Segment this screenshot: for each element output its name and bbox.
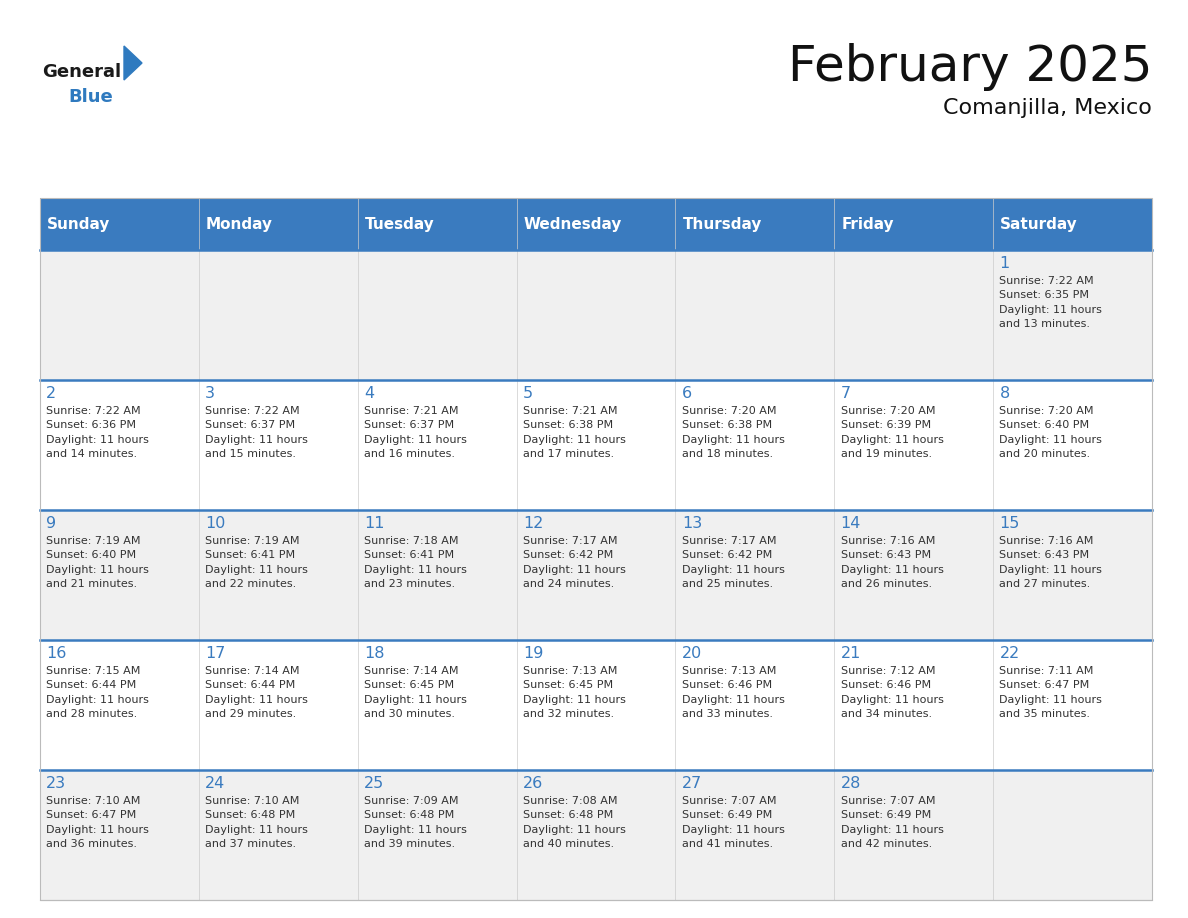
Text: Sunrise: 7:19 AM
Sunset: 6:40 PM
Daylight: 11 hours
and 21 minutes.: Sunrise: 7:19 AM Sunset: 6:40 PM Dayligh…	[46, 536, 150, 589]
Text: 5: 5	[523, 386, 533, 401]
Text: Sunrise: 7:16 AM
Sunset: 6:43 PM
Daylight: 11 hours
and 27 minutes.: Sunrise: 7:16 AM Sunset: 6:43 PM Dayligh…	[999, 536, 1102, 589]
Bar	[40, 198, 1152, 250]
Text: Sunrise: 7:14 AM
Sunset: 6:44 PM
Daylight: 11 hours
and 29 minutes.: Sunrise: 7:14 AM Sunset: 6:44 PM Dayligh…	[206, 666, 308, 719]
Text: Wednesday: Wednesday	[524, 217, 623, 231]
Text: 14: 14	[841, 516, 861, 531]
Text: 2: 2	[46, 386, 57, 401]
Text: Sunrise: 7:20 AM
Sunset: 6:39 PM
Daylight: 11 hours
and 19 minutes.: Sunrise: 7:20 AM Sunset: 6:39 PM Dayligh…	[841, 406, 943, 459]
Text: 17: 17	[206, 646, 226, 661]
Text: February 2025: February 2025	[788, 43, 1152, 91]
Text: 9: 9	[46, 516, 57, 531]
Text: 26: 26	[523, 776, 543, 791]
Text: 24: 24	[206, 776, 226, 791]
Text: Sunrise: 7:17 AM
Sunset: 6:42 PM
Daylight: 11 hours
and 24 minutes.: Sunrise: 7:17 AM Sunset: 6:42 PM Dayligh…	[523, 536, 626, 589]
Text: Sunrise: 7:19 AM
Sunset: 6:41 PM
Daylight: 11 hours
and 22 minutes.: Sunrise: 7:19 AM Sunset: 6:41 PM Dayligh…	[206, 536, 308, 589]
Text: 28: 28	[841, 776, 861, 791]
Text: 10: 10	[206, 516, 226, 531]
Text: 8: 8	[999, 386, 1010, 401]
Text: Sunrise: 7:22 AM
Sunset: 6:36 PM
Daylight: 11 hours
and 14 minutes.: Sunrise: 7:22 AM Sunset: 6:36 PM Dayligh…	[46, 406, 150, 459]
Bar	[40, 380, 1152, 510]
Text: Sunrise: 7:13 AM
Sunset: 6:45 PM
Daylight: 11 hours
and 32 minutes.: Sunrise: 7:13 AM Sunset: 6:45 PM Dayligh…	[523, 666, 626, 719]
Text: Comanjilla, Mexico: Comanjilla, Mexico	[943, 98, 1152, 118]
Polygon shape	[124, 46, 143, 80]
Text: Tuesday: Tuesday	[365, 217, 435, 231]
Text: 1: 1	[999, 256, 1010, 271]
Text: Sunrise: 7:07 AM
Sunset: 6:49 PM
Daylight: 11 hours
and 41 minutes.: Sunrise: 7:07 AM Sunset: 6:49 PM Dayligh…	[682, 796, 784, 849]
Text: 22: 22	[999, 646, 1019, 661]
Text: Sunrise: 7:21 AM
Sunset: 6:38 PM
Daylight: 11 hours
and 17 minutes.: Sunrise: 7:21 AM Sunset: 6:38 PM Dayligh…	[523, 406, 626, 459]
Text: Sunrise: 7:10 AM
Sunset: 6:47 PM
Daylight: 11 hours
and 36 minutes.: Sunrise: 7:10 AM Sunset: 6:47 PM Dayligh…	[46, 796, 150, 849]
Text: Sunday: Sunday	[48, 217, 110, 231]
Text: Friday: Friday	[841, 217, 895, 231]
Bar	[40, 250, 1152, 380]
Text: 25: 25	[364, 776, 385, 791]
Text: 12: 12	[523, 516, 543, 531]
Text: 16: 16	[46, 646, 67, 661]
Text: 27: 27	[682, 776, 702, 791]
Text: Sunrise: 7:14 AM
Sunset: 6:45 PM
Daylight: 11 hours
and 30 minutes.: Sunrise: 7:14 AM Sunset: 6:45 PM Dayligh…	[364, 666, 467, 719]
Text: Sunrise: 7:08 AM
Sunset: 6:48 PM
Daylight: 11 hours
and 40 minutes.: Sunrise: 7:08 AM Sunset: 6:48 PM Dayligh…	[523, 796, 626, 849]
Text: 6: 6	[682, 386, 691, 401]
Text: Sunrise: 7:20 AM
Sunset: 6:40 PM
Daylight: 11 hours
and 20 minutes.: Sunrise: 7:20 AM Sunset: 6:40 PM Dayligh…	[999, 406, 1102, 459]
Text: 3: 3	[206, 386, 215, 401]
Text: Blue: Blue	[68, 88, 113, 106]
Text: General: General	[42, 63, 121, 81]
Bar	[40, 640, 1152, 770]
Text: 7: 7	[841, 386, 851, 401]
Bar	[40, 770, 1152, 900]
Text: Saturday: Saturday	[1000, 217, 1078, 231]
Text: Sunrise: 7:09 AM
Sunset: 6:48 PM
Daylight: 11 hours
and 39 minutes.: Sunrise: 7:09 AM Sunset: 6:48 PM Dayligh…	[364, 796, 467, 849]
Text: Sunrise: 7:16 AM
Sunset: 6:43 PM
Daylight: 11 hours
and 26 minutes.: Sunrise: 7:16 AM Sunset: 6:43 PM Dayligh…	[841, 536, 943, 589]
Text: Sunrise: 7:15 AM
Sunset: 6:44 PM
Daylight: 11 hours
and 28 minutes.: Sunrise: 7:15 AM Sunset: 6:44 PM Dayligh…	[46, 666, 150, 719]
Text: Sunrise: 7:18 AM
Sunset: 6:41 PM
Daylight: 11 hours
and 23 minutes.: Sunrise: 7:18 AM Sunset: 6:41 PM Dayligh…	[364, 536, 467, 589]
Text: 11: 11	[364, 516, 385, 531]
Text: Sunrise: 7:22 AM
Sunset: 6:35 PM
Daylight: 11 hours
and 13 minutes.: Sunrise: 7:22 AM Sunset: 6:35 PM Dayligh…	[999, 276, 1102, 330]
Text: Sunrise: 7:21 AM
Sunset: 6:37 PM
Daylight: 11 hours
and 16 minutes.: Sunrise: 7:21 AM Sunset: 6:37 PM Dayligh…	[364, 406, 467, 459]
Text: 15: 15	[999, 516, 1019, 531]
Text: Sunrise: 7:22 AM
Sunset: 6:37 PM
Daylight: 11 hours
and 15 minutes.: Sunrise: 7:22 AM Sunset: 6:37 PM Dayligh…	[206, 406, 308, 459]
Text: 21: 21	[841, 646, 861, 661]
Text: Sunrise: 7:13 AM
Sunset: 6:46 PM
Daylight: 11 hours
and 33 minutes.: Sunrise: 7:13 AM Sunset: 6:46 PM Dayligh…	[682, 666, 784, 719]
Text: Sunrise: 7:17 AM
Sunset: 6:42 PM
Daylight: 11 hours
and 25 minutes.: Sunrise: 7:17 AM Sunset: 6:42 PM Dayligh…	[682, 536, 784, 589]
Text: Sunrise: 7:07 AM
Sunset: 6:49 PM
Daylight: 11 hours
and 42 minutes.: Sunrise: 7:07 AM Sunset: 6:49 PM Dayligh…	[841, 796, 943, 849]
Text: 23: 23	[46, 776, 67, 791]
Text: 19: 19	[523, 646, 543, 661]
Text: Sunrise: 7:12 AM
Sunset: 6:46 PM
Daylight: 11 hours
and 34 minutes.: Sunrise: 7:12 AM Sunset: 6:46 PM Dayligh…	[841, 666, 943, 719]
Text: Thursday: Thursday	[683, 217, 762, 231]
Text: Sunrise: 7:11 AM
Sunset: 6:47 PM
Daylight: 11 hours
and 35 minutes.: Sunrise: 7:11 AM Sunset: 6:47 PM Dayligh…	[999, 666, 1102, 719]
Text: Monday: Monday	[206, 217, 273, 231]
Text: 18: 18	[364, 646, 385, 661]
Text: 4: 4	[364, 386, 374, 401]
Bar	[40, 510, 1152, 640]
Text: 13: 13	[682, 516, 702, 531]
Bar	[40, 198, 1152, 900]
Text: Sunrise: 7:10 AM
Sunset: 6:48 PM
Daylight: 11 hours
and 37 minutes.: Sunrise: 7:10 AM Sunset: 6:48 PM Dayligh…	[206, 796, 308, 849]
Text: 20: 20	[682, 646, 702, 661]
Text: Sunrise: 7:20 AM
Sunset: 6:38 PM
Daylight: 11 hours
and 18 minutes.: Sunrise: 7:20 AM Sunset: 6:38 PM Dayligh…	[682, 406, 784, 459]
